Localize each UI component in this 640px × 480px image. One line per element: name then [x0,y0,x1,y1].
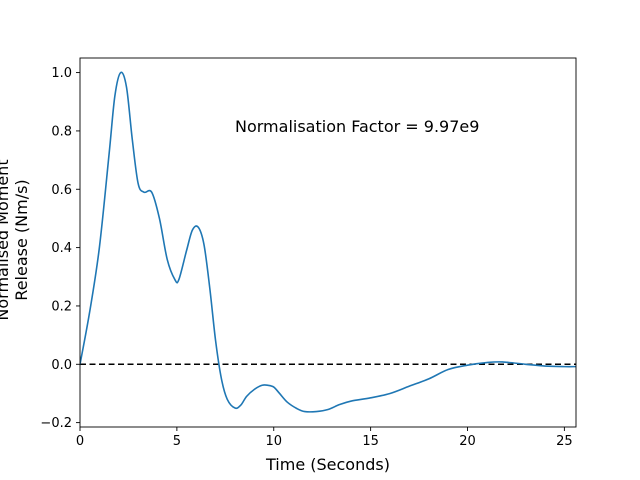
y-tick-label: 1.0 [51,66,72,81]
y-tick-label: 0.8 [51,124,72,139]
axes-frame [79,57,577,428]
plot-area: 0 5 10 15 20 25 −0.2 0.0 0.2 0.4 0.6 0.8 1.0 [40,57,577,449]
y-axis-title-line-2: Release (Nm/s) [12,179,31,300]
normalisation-annotation: Normalisation Factor = 9.97e9 [235,117,479,136]
y-tick-label: 0.0 [51,358,72,373]
x-tick-label: 10 [265,434,282,449]
y-tick-label: 0.6 [51,183,72,198]
y-axis-title-line-1: Normalised Moment [0,159,12,320]
x-axis-title: Time (Seconds) [265,455,390,474]
series-line-0 [80,71,576,413]
y-tick-label: 0.2 [51,299,72,314]
x-tick-label: 15 [362,434,379,449]
y-axis-title: Normalised Moment Release (Nm/s) [0,159,31,320]
x-tick-label: 25 [556,434,573,449]
x-tick-label: 5 [173,434,181,449]
y-tick-label: −0.2 [40,416,72,431]
y-tick-label: 0.4 [51,241,72,256]
x-tick-label: 0 [76,434,84,449]
x-tick-label: 20 [459,434,476,449]
